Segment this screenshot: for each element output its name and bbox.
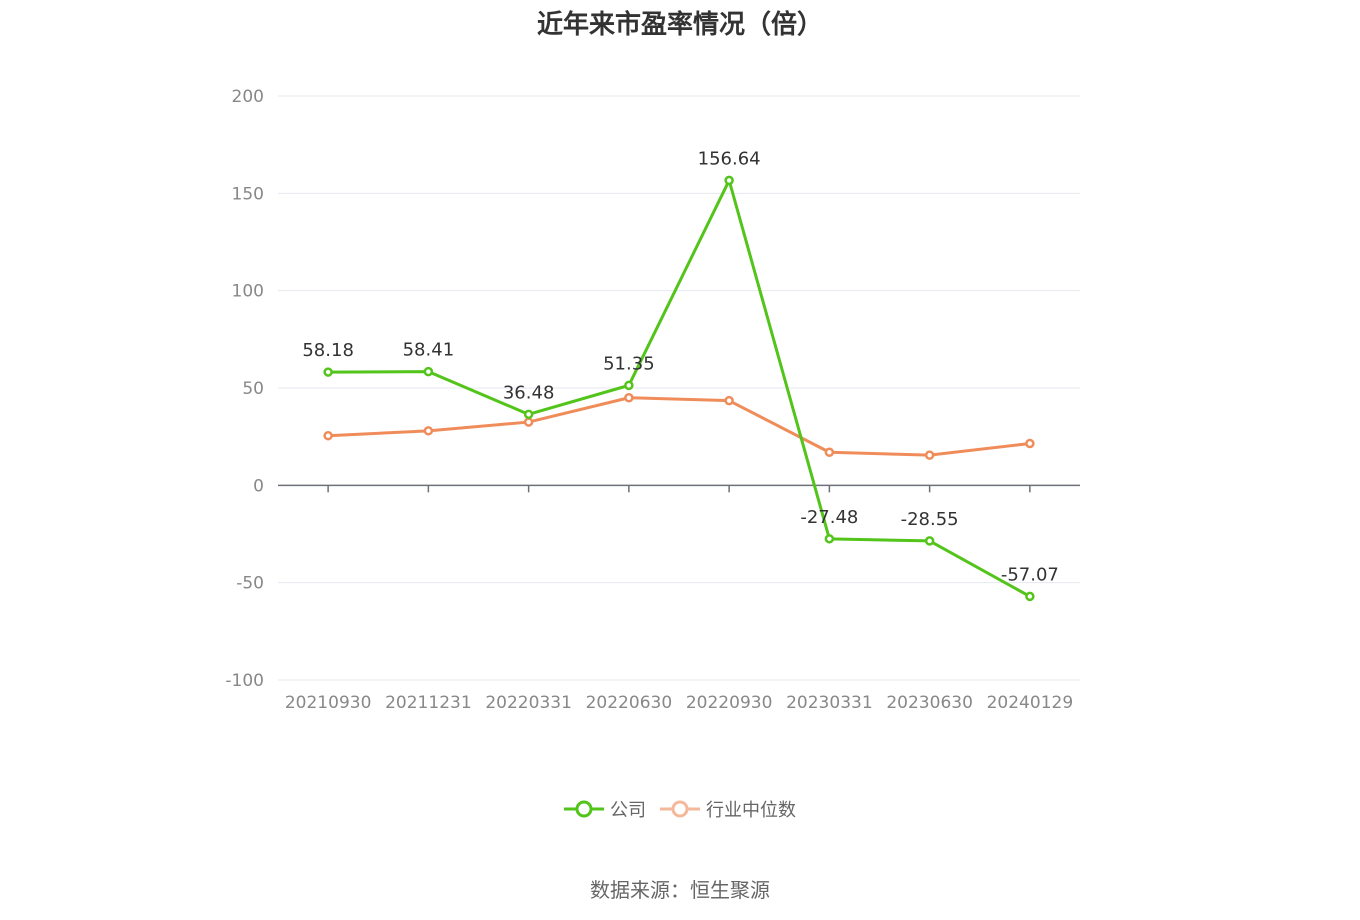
data-point-company[interactable] <box>824 534 835 544</box>
y-tick-label: 200 <box>232 87 264 107</box>
data-point-industry-median[interactable] <box>323 430 333 441</box>
y-tick-label: 100 <box>232 282 264 302</box>
legend: 公司 行业中位数 <box>0 796 1360 822</box>
data-point-company[interactable] <box>523 409 534 420</box>
data-label-company: -57.07 <box>1001 564 1059 585</box>
legend-item-company[interactable]: 公司 <box>564 796 646 822</box>
series-line-company <box>326 178 1032 598</box>
x-tick-label: 20230331 <box>786 693 873 713</box>
x-tick-label: 20211231 <box>385 693 472 713</box>
data-point-industry-median[interactable] <box>523 417 534 427</box>
series-lines <box>323 175 1035 602</box>
data-label-company: 58.18 <box>302 340 354 361</box>
data-label-company: 156.64 <box>698 148 761 169</box>
x-tick-label: 20240129 <box>987 693 1074 713</box>
x-tick-label: 20230630 <box>886 693 973 713</box>
data-point-company[interactable] <box>423 366 434 377</box>
data-point-company[interactable] <box>724 175 734 186</box>
data-point-industry-median[interactable] <box>624 392 634 403</box>
data-point-company[interactable] <box>1025 591 1035 602</box>
x-tick-label: 20220331 <box>485 693 572 713</box>
y-tick-label: 0 <box>253 476 264 496</box>
data-point-company[interactable] <box>323 367 333 377</box>
legend-label-company: 公司 <box>610 800 646 821</box>
legend-marker-industry-median <box>660 800 700 818</box>
y-tick-label: 50 <box>242 379 264 399</box>
data-label-company: -28.55 <box>901 509 959 530</box>
series-line-industry-median <box>326 396 1032 457</box>
data-point-company[interactable] <box>924 536 935 546</box>
legend-marker-company <box>564 800 604 818</box>
grid-lines <box>278 95 1080 681</box>
data-point-company[interactable] <box>624 380 634 391</box>
y-tick-label: -100 <box>225 671 264 691</box>
x-tick-label: 20220630 <box>586 693 673 713</box>
data-point-industry-median[interactable] <box>724 395 734 406</box>
data-label-company: 51.35 <box>603 353 655 374</box>
line-chart: 200 150 100 50 0 -50 -100 20210930 20211231 20220… <box>225 87 1080 713</box>
legend-label-industry-median: 行业中位数 <box>706 800 796 821</box>
legend-item-industry-median[interactable]: 行业中位数 <box>660 796 796 822</box>
data-point-industry-median[interactable] <box>824 447 835 457</box>
source-note: 数据来源：恒生聚源 <box>590 878 770 902</box>
data-label-company: -27.48 <box>800 507 858 528</box>
y-tick-label: 150 <box>232 184 264 204</box>
chart-title: 近年来市盈率情况（倍） <box>536 10 823 40</box>
data-labels: 58.18 58.41 36.48 51.35 156.64 -27.48 -28.55 -5… <box>302 148 1059 585</box>
data-label-company: 36.48 <box>503 382 555 403</box>
data-point-industry-median[interactable] <box>1025 438 1035 449</box>
axes: 200 150 100 50 0 -50 -100 20210930 20211231 20220… <box>225 87 1080 713</box>
data-point-industry-median[interactable] <box>924 450 935 460</box>
x-tick-label: 20220930 <box>686 693 773 713</box>
data-label-company: 58.41 <box>403 340 455 361</box>
data-point-industry-median[interactable] <box>423 426 434 436</box>
x-tick-label: 20210930 <box>285 693 372 713</box>
y-tick-label: -50 <box>236 574 264 594</box>
